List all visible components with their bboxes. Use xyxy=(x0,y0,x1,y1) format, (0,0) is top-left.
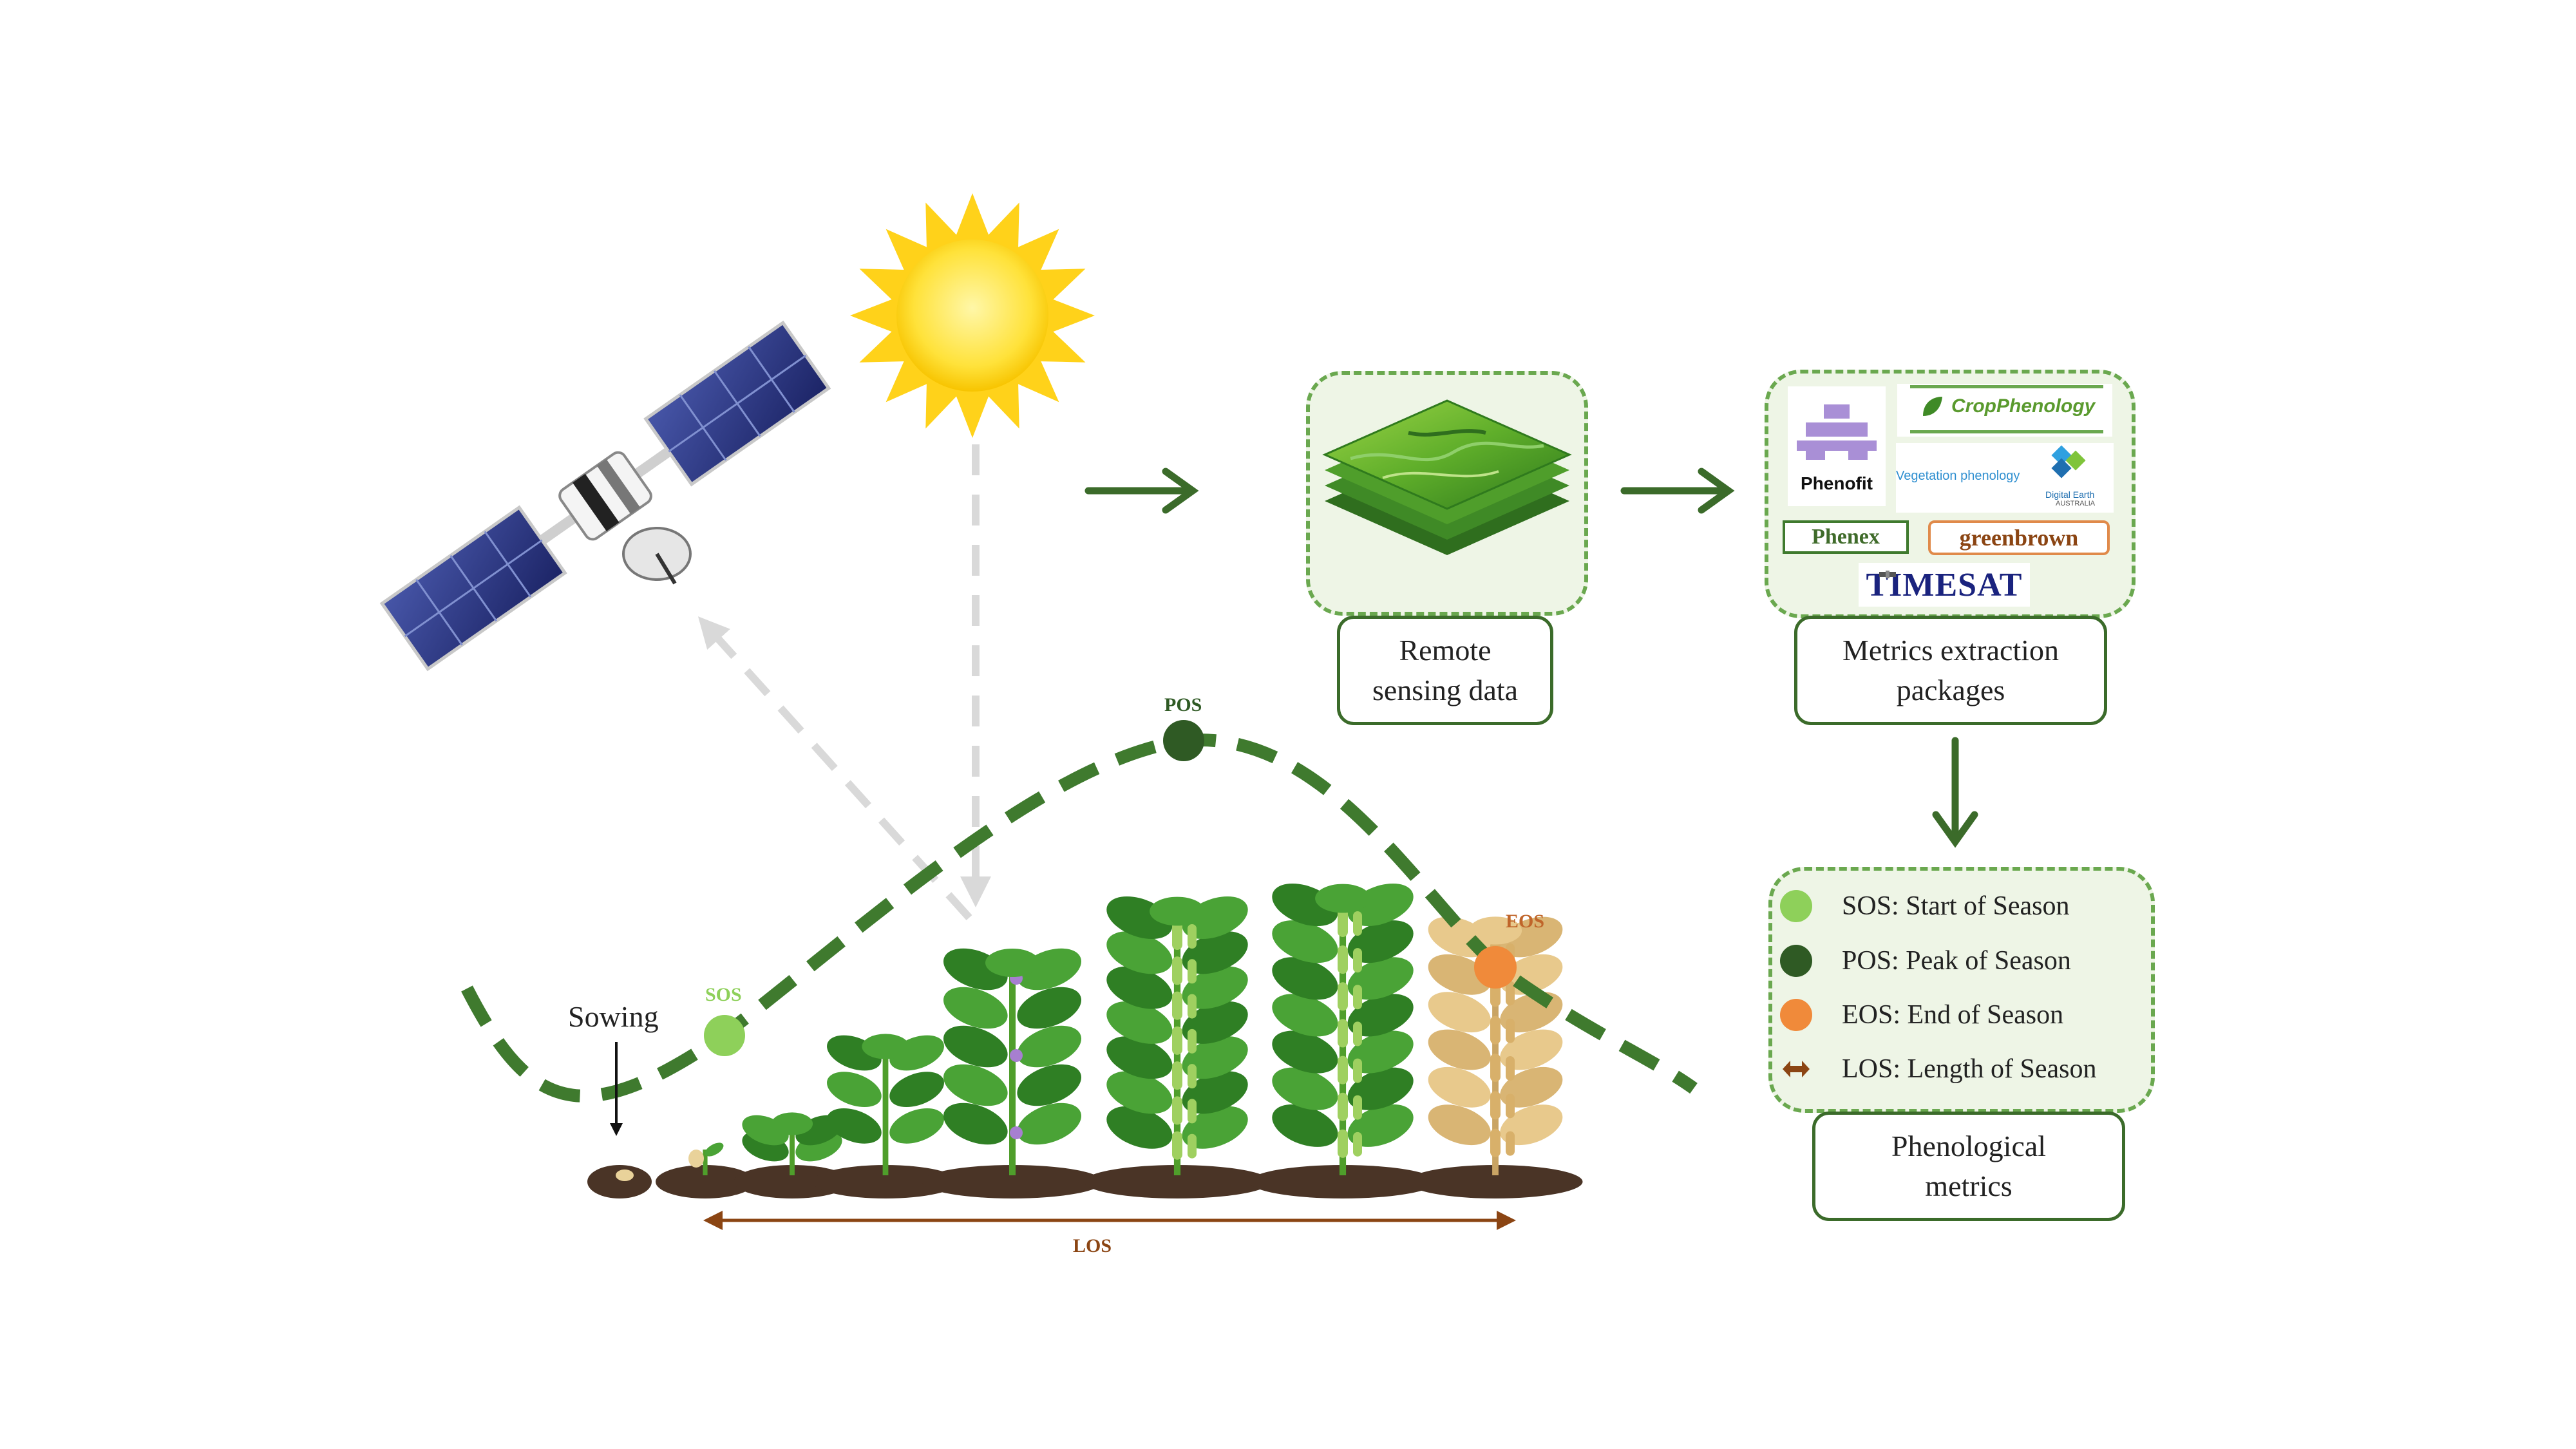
plant-icon xyxy=(922,948,1103,1198)
greenbrown-logo: greenbrown xyxy=(1928,520,2110,555)
legend-item: LOS: Length of Season xyxy=(1780,1053,2096,1085)
cropphenology-label: CropPhenology xyxy=(1951,395,2096,417)
phenological-metrics-box: Phenological metrics xyxy=(1812,1112,2125,1221)
plant-icon xyxy=(1084,896,1271,1198)
sowing-label: Sowing xyxy=(568,1000,659,1033)
phenex-label: Phenex xyxy=(1812,525,1880,549)
timesat-logo: TIMESAT xyxy=(1859,563,2030,607)
raster-stack-icon xyxy=(1322,399,1572,555)
legend-label: SOS: Start of Season xyxy=(1842,891,2070,921)
plant-growth-stages xyxy=(587,883,1583,1198)
sos-label: SOS xyxy=(705,984,742,1005)
cropphenology-logo: CropPhenology xyxy=(1897,384,2112,437)
plant-icon xyxy=(813,1034,958,1198)
vegetation-phenology-label: Vegetation phenology xyxy=(1896,469,2020,483)
legend-panel xyxy=(1768,867,2155,1113)
flow-arrow-down xyxy=(1932,737,1978,848)
plant-icon xyxy=(734,1112,851,1198)
phenofit-logo: Phenofit xyxy=(1788,386,1886,506)
phenofit-label: Phenofit xyxy=(1801,473,1873,493)
digital-earth-label: Digital Earth xyxy=(2045,489,2095,500)
eos-point xyxy=(1474,946,1517,989)
pos-label: POS xyxy=(1164,694,1202,715)
legend-item: EOS: End of Season xyxy=(1780,999,2063,1031)
remote-sensing-box: Remote sensing data xyxy=(1337,616,1553,725)
sos-point xyxy=(704,1015,745,1056)
phenofit-icon xyxy=(1797,404,1877,460)
satellite-icon xyxy=(379,320,831,672)
legend-dot xyxy=(1780,999,1812,1031)
leaf-icon xyxy=(1923,397,1942,416)
legend-item: SOS: Start of Season xyxy=(1780,890,2070,922)
phenology-curve xyxy=(461,733,1698,1103)
eos-label: EOS xyxy=(1506,911,1545,932)
legend-label: EOS: End of Season xyxy=(1842,1000,2064,1030)
flow-arrow-2 xyxy=(1620,468,1735,514)
los-label: LOS xyxy=(1073,1235,1112,1256)
remote-sensing-panel xyxy=(1306,371,1588,616)
timesat-satellite-icon xyxy=(1879,571,1896,578)
greenbrown-label: greenbrown xyxy=(1959,525,2079,551)
legend-dot xyxy=(1780,890,1812,922)
metrics-extraction-box: Metrics extraction packages xyxy=(1794,616,2107,725)
legend-dot xyxy=(1780,945,1812,977)
digital-earth-icon xyxy=(2051,445,2086,478)
sun-icon xyxy=(850,193,1095,438)
vegetation-phenology-logo: Vegetation phenology Digital Earth AUSTR… xyxy=(1896,443,2114,513)
flow-arrow-1 xyxy=(1084,468,1199,514)
plant-icon xyxy=(656,1142,755,1198)
phenex-logo: Phenex xyxy=(1783,520,1909,554)
pos-point xyxy=(1163,720,1204,761)
legend-label: POS: Peak of Season xyxy=(1842,946,2071,976)
plant-icon xyxy=(587,1165,652,1198)
plant-icon xyxy=(1249,883,1436,1198)
legend-label: LOS: Length of Season xyxy=(1842,1054,2097,1084)
australia-label: AUSTRALIA xyxy=(2056,500,2096,507)
double-arrow-icon xyxy=(1783,1061,1810,1077)
legend-item: POS: Peak of Season xyxy=(1780,945,2071,977)
